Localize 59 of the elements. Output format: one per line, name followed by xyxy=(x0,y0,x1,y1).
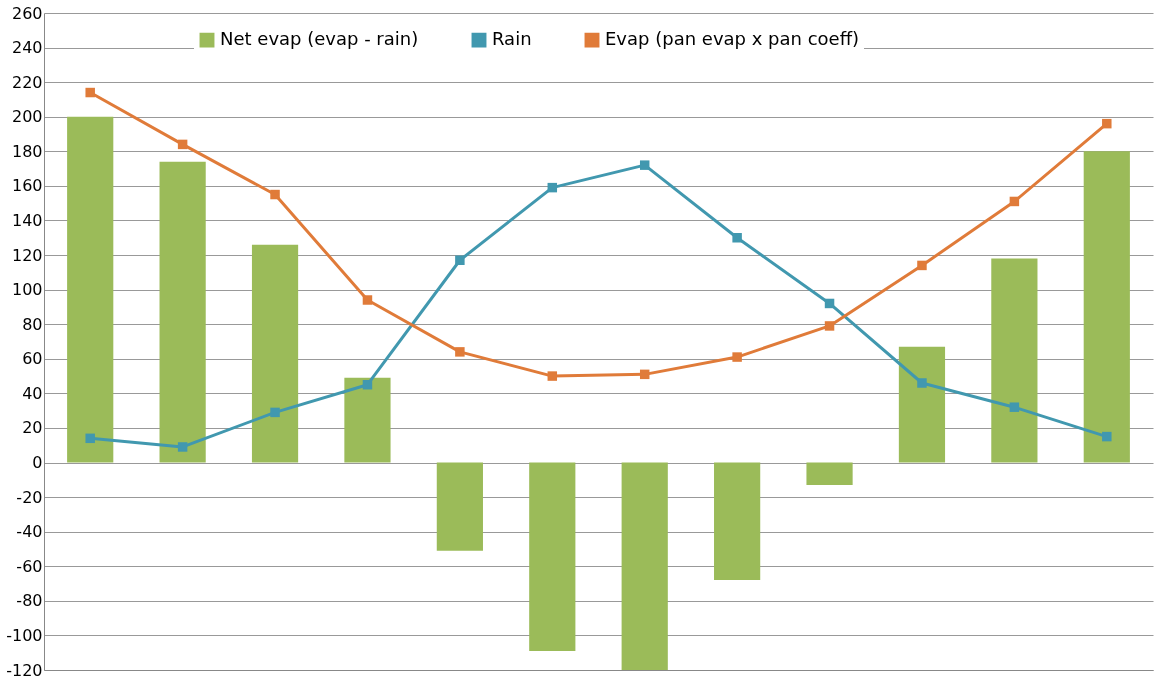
bar xyxy=(1083,151,1130,463)
y-tick-label: -40 xyxy=(16,522,43,542)
y-tick-label: 0 xyxy=(32,453,43,473)
y-tick-label: -20 xyxy=(16,487,43,507)
y-tick-label: -80 xyxy=(16,591,43,611)
legend-label: Net evap (evap - rain) xyxy=(220,28,419,50)
y-tick-label: 80 xyxy=(22,314,43,334)
y-tick-label: 180 xyxy=(11,141,43,161)
bar xyxy=(67,116,114,463)
legend-label: Rain xyxy=(492,28,532,50)
point xyxy=(362,295,373,305)
y-tick-label: 140 xyxy=(11,210,43,230)
point xyxy=(1102,118,1112,129)
bar xyxy=(806,462,853,485)
point xyxy=(270,407,280,418)
point xyxy=(732,352,742,362)
point xyxy=(917,260,927,271)
y-tick-label: 220 xyxy=(11,72,43,92)
point xyxy=(547,182,558,193)
point xyxy=(732,233,742,243)
y-tick-label: 200 xyxy=(11,107,43,127)
point xyxy=(270,189,280,200)
point xyxy=(639,369,650,380)
point xyxy=(917,378,927,388)
point xyxy=(547,371,558,381)
point xyxy=(362,379,373,390)
point xyxy=(85,433,95,444)
point xyxy=(639,160,650,170)
y-tick-label: 40 xyxy=(22,383,43,403)
y-tick-label: -60 xyxy=(16,556,43,576)
bar xyxy=(529,462,576,651)
bar xyxy=(898,346,946,463)
y-tick-label: 20 xyxy=(22,418,43,438)
point xyxy=(177,139,188,150)
point xyxy=(1009,196,1020,207)
point xyxy=(177,442,188,452)
point xyxy=(1102,431,1112,442)
bar xyxy=(436,462,483,551)
point xyxy=(824,298,835,309)
y-tick-label: -100 xyxy=(6,625,43,645)
y-tick-label: -120 xyxy=(6,660,43,680)
bar xyxy=(159,161,206,463)
point xyxy=(85,87,95,98)
y-tick-label: 120 xyxy=(11,245,43,265)
y-tick-label: 60 xyxy=(22,349,43,369)
y-tick-label: 240 xyxy=(11,38,43,58)
point xyxy=(1009,402,1020,412)
bar xyxy=(251,244,299,463)
y-tick-label: 100 xyxy=(11,280,43,300)
bar xyxy=(621,462,668,670)
y-tick-label: 160 xyxy=(11,176,43,196)
point xyxy=(455,347,465,357)
y-tick-label: 260 xyxy=(11,3,43,23)
bar xyxy=(344,377,391,463)
bar xyxy=(714,462,761,581)
point xyxy=(455,255,465,265)
bar xyxy=(991,258,1038,463)
legend-label: Evap (pan evap x pan coeff) xyxy=(605,28,860,50)
point xyxy=(824,321,835,331)
